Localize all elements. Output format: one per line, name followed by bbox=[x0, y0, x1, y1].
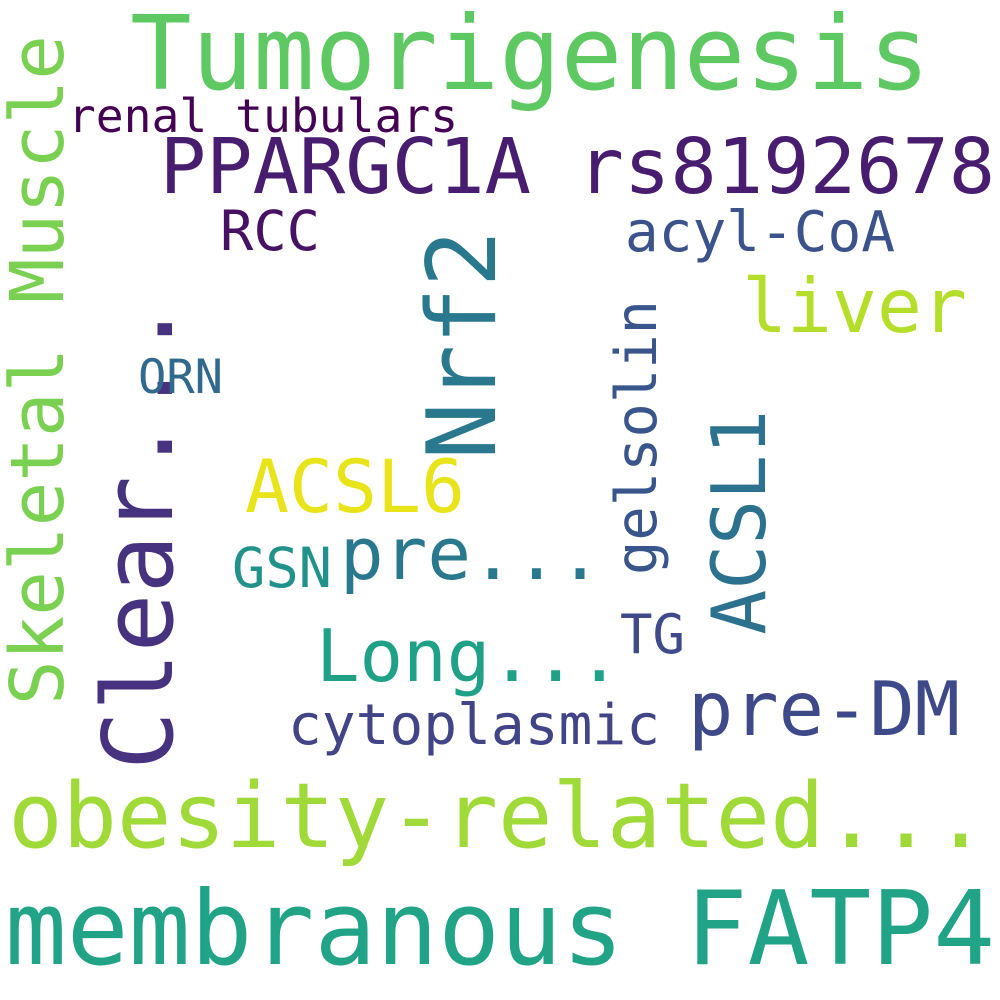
word-skeletal-muscle: Skeletal Muscle bbox=[0, 35, 81, 705]
word-tg: TG bbox=[619, 603, 686, 666]
word-rcc: RCC bbox=[219, 200, 321, 265]
word-long: Long... bbox=[315, 615, 622, 700]
word-pre-dm: pre-DM bbox=[688, 664, 960, 753]
word-gsn: GSN bbox=[231, 537, 333, 602]
word-nrf2: Nrf2 bbox=[405, 230, 518, 460]
word-gelsolin: gelsolin bbox=[603, 300, 670, 575]
word-obesity-related: obesity-related... bbox=[8, 764, 988, 870]
word-liver: liver bbox=[742, 263, 967, 351]
word-renal-tubulars: renal tubulars bbox=[67, 88, 459, 143]
word-cytoplasmic: cytoplasmic bbox=[287, 692, 661, 758]
word-orn: ORN bbox=[137, 349, 224, 405]
word-ppargc1a-rs8192678: PPARGC1A rs8192678 bbox=[159, 121, 996, 212]
word-acyl-coa: acyl-CoA bbox=[624, 199, 896, 265]
word-pre: pre... bbox=[340, 512, 602, 597]
word-acsl1: ACSL1 bbox=[695, 410, 783, 635]
word-acsl6: ACSL6 bbox=[244, 444, 466, 530]
word-membranous-fatp4: membranous FATP4 bbox=[4, 869, 996, 989]
word-tumorigenesis: Tumorigenesis bbox=[130, 0, 930, 114]
